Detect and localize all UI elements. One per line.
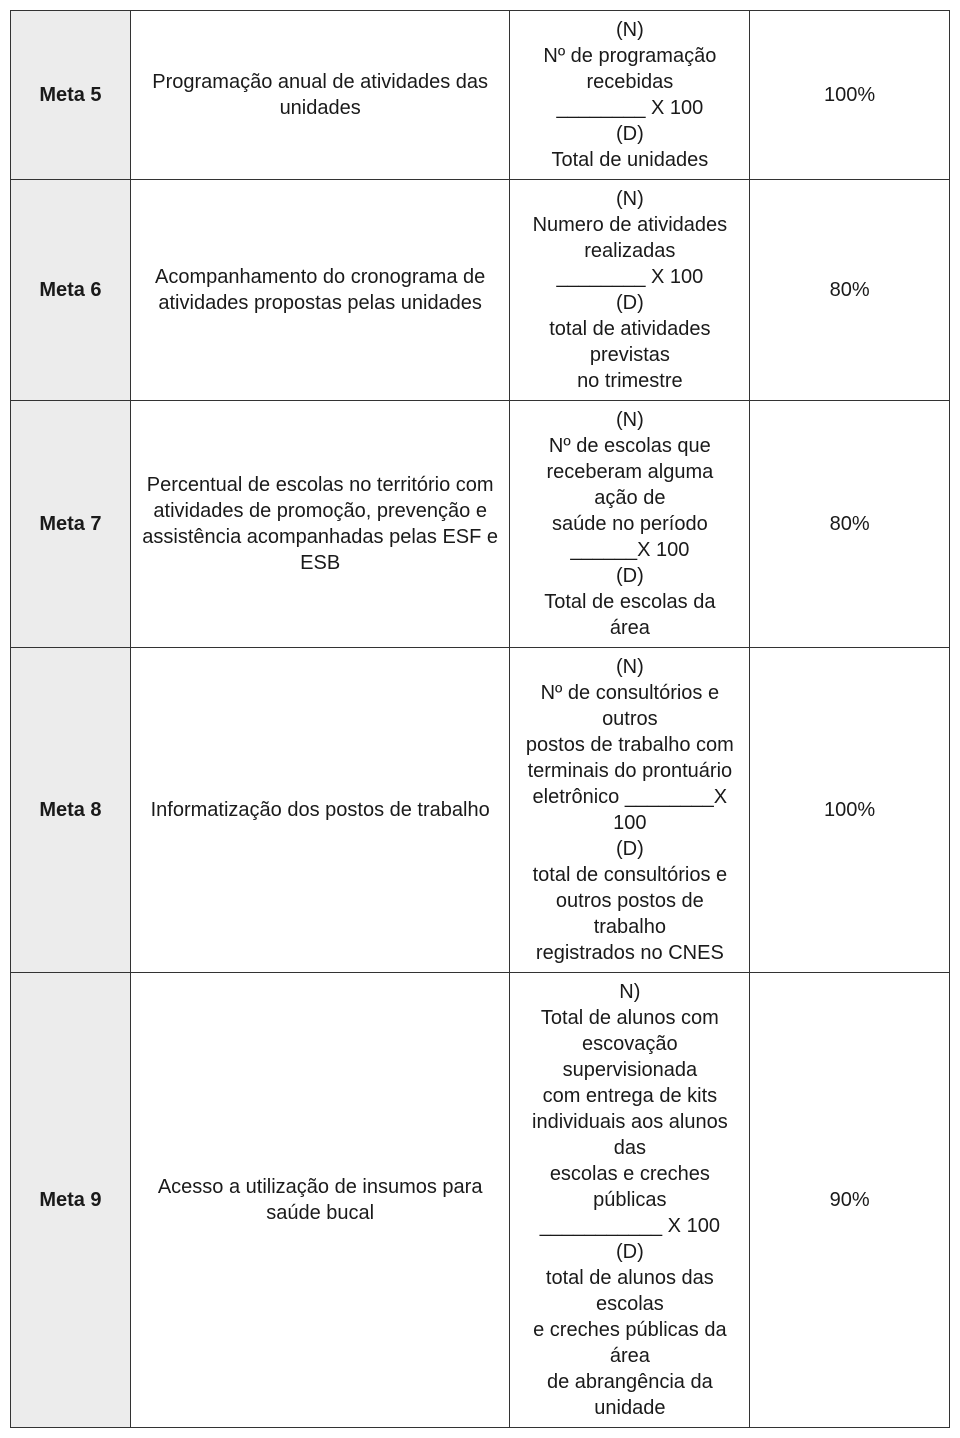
description-cell: Acesso a utilização de insumos para saúd… [130,973,510,1428]
meta-label-cell: Meta 7 [11,401,131,648]
target-cell: 80% [750,180,950,401]
formula-cell: (N) Nº de programação recebidas ________… [510,11,750,180]
table-row: Meta 9 Acesso a utilização de insumos pa… [11,973,950,1428]
table-row: Meta 8 Informatização dos postos de trab… [11,648,950,973]
meta-label-cell: Meta 5 [11,11,131,180]
target-cell: 80% [750,401,950,648]
table-row: Meta 5 Programação anual de atividades d… [11,11,950,180]
description-cell: Percentual de escolas no território com … [130,401,510,648]
meta-label-cell: Meta 8 [11,648,131,973]
meta-label-cell: Meta 6 [11,180,131,401]
table-row: Meta 6 Acompanhamento do cronograma de a… [11,180,950,401]
description-cell: Informatização dos postos de trabalho [130,648,510,973]
target-cell: 100% [750,11,950,180]
description-cell: Acompanhamento do cronograma de atividad… [130,180,510,401]
meta-label-cell: Meta 9 [11,973,131,1428]
target-cell: 100% [750,648,950,973]
target-cell: 90% [750,973,950,1428]
table-row: Meta 7 Percentual de escolas no territór… [11,401,950,648]
formula-cell: (N) Nº de escolas que receberam alguma a… [510,401,750,648]
formula-cell: (N) Numero de atividades realizadas ____… [510,180,750,401]
formula-cell: (N) Nº de consultórios e outros postos d… [510,648,750,973]
description-cell: Programação anual de atividades das unid… [130,11,510,180]
formula-cell: N) Total de alunos com escovação supervi… [510,973,750,1428]
metas-table: Meta 5 Programação anual de atividades d… [10,10,950,1428]
table-body: Meta 5 Programação anual de atividades d… [11,11,950,1428]
